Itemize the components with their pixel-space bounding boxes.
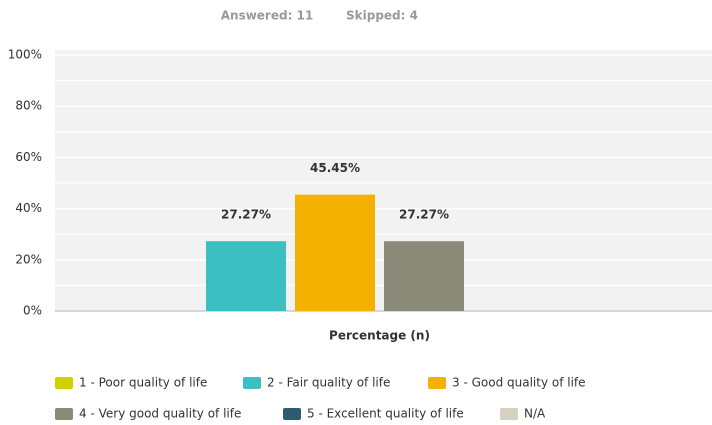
value-label: 45.45% <box>310 161 360 175</box>
legend-swatch <box>55 408 73 420</box>
bar <box>295 194 375 311</box>
y-tick-label: 60% <box>15 150 42 164</box>
value-label: 27.27% <box>221 208 271 222</box>
legend-swatch <box>500 408 518 420</box>
legend-swatch <box>243 377 261 389</box>
plot-area <box>55 50 712 311</box>
legend-label: 5 - Excellent quality of life <box>307 407 464 421</box>
legend-label: 4 - Very good quality of life <box>79 407 241 421</box>
y-tick-label: 0% <box>23 304 42 318</box>
y-tick-label: 40% <box>15 201 42 215</box>
skipped: Skipped: 4 <box>346 9 418 23</box>
y-tick-label: 80% <box>15 99 42 113</box>
bar <box>384 241 464 311</box>
value-label: 27.27% <box>399 208 449 222</box>
y-tick-label: 100% <box>8 48 42 62</box>
x-tick-label: Percentage (n) <box>329 329 430 343</box>
legend-swatch <box>428 377 446 389</box>
answered: Answered: 11 <box>221 9 314 23</box>
legend-swatch <box>55 377 73 389</box>
legend-swatch <box>283 408 301 420</box>
y-tick-label: 20% <box>15 252 42 266</box>
legend-label: 1 - Poor quality of life <box>79 376 207 390</box>
legend-label: 3 - Good quality of life <box>452 376 586 390</box>
bar <box>206 241 286 311</box>
legend-label: N/A <box>524 407 546 421</box>
legend-label: 2 - Fair quality of life <box>267 376 390 390</box>
